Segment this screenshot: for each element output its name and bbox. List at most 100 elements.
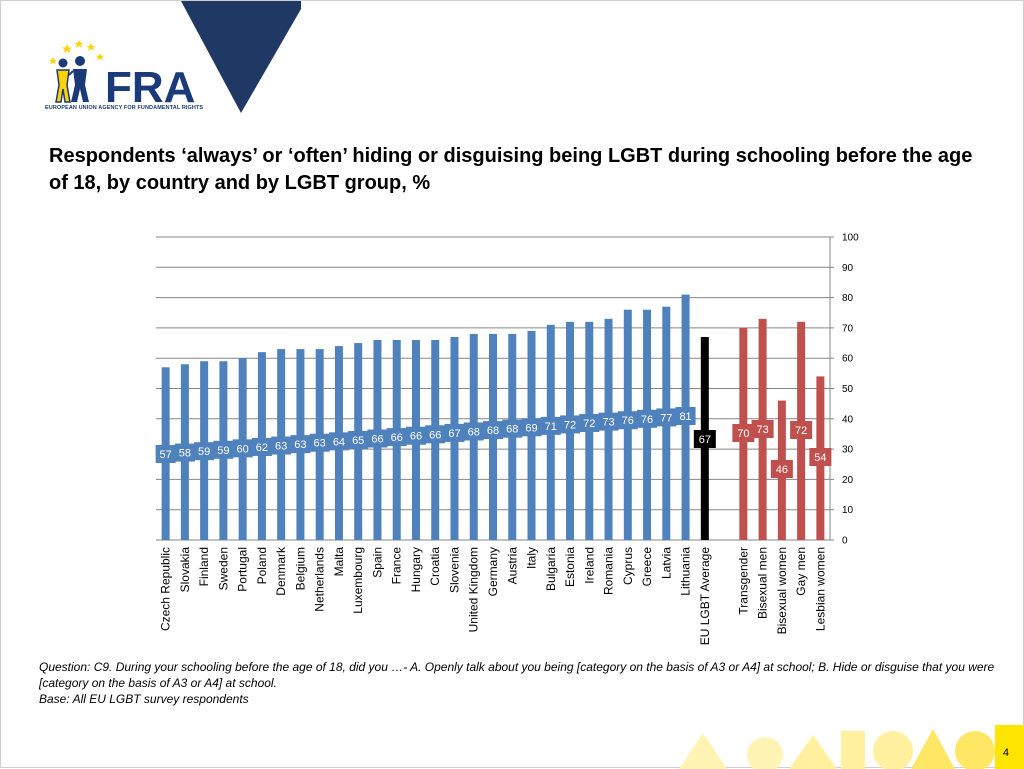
data-label: 72 xyxy=(795,425,807,437)
x-tick-label: Malta xyxy=(332,547,346,577)
data-label-box xyxy=(502,419,523,438)
data-label-box xyxy=(232,439,253,458)
data-label-box xyxy=(213,440,234,459)
x-tick-label: Bisexual women xyxy=(775,547,789,634)
y-tick-label: 60 xyxy=(842,354,854,365)
y-tick-label: 20 xyxy=(842,475,854,486)
data-label: 63 xyxy=(275,441,287,453)
data-label: 62 xyxy=(256,442,268,454)
data-label-box xyxy=(328,432,349,451)
figures-icon xyxy=(55,56,89,103)
data-label-box xyxy=(790,421,813,439)
header-navy-band xyxy=(181,1,301,113)
data-label: 73 xyxy=(756,424,768,436)
y-tick-label: 80 xyxy=(842,293,854,304)
x-tick-label: Hungary xyxy=(409,547,423,592)
data-label-box xyxy=(540,416,561,435)
x-tick-label: Greece xyxy=(640,547,654,587)
x-tick-label: Luxembourg xyxy=(351,547,365,614)
data-label: 71 xyxy=(545,421,557,433)
data-label: 66 xyxy=(429,429,441,441)
data-label: 70 xyxy=(737,428,749,440)
data-label: 77 xyxy=(660,412,672,424)
data-label-box xyxy=(598,412,619,431)
data-label-box xyxy=(521,418,542,437)
x-tick-label: Slovenia xyxy=(447,547,461,593)
y-tick-label: 0 xyxy=(842,536,848,547)
data-label: 54 xyxy=(814,452,826,464)
y-tick-label: 50 xyxy=(842,384,854,395)
x-tick-label: Romania xyxy=(602,547,616,595)
data-label-box xyxy=(579,414,600,433)
data-label: 63 xyxy=(294,439,306,451)
x-tick-label: Gay men xyxy=(794,547,808,596)
data-label: 63 xyxy=(314,438,326,450)
data-label: 66 xyxy=(391,432,403,444)
data-label: 64 xyxy=(333,436,345,448)
data-label: 66 xyxy=(371,434,383,446)
x-tick-label: Estonia xyxy=(563,547,577,587)
data-label: 69 xyxy=(525,422,537,434)
x-tick-label: Austria xyxy=(505,547,519,585)
data-label-box xyxy=(770,460,793,478)
x-tick-label: Slovakia xyxy=(178,547,192,593)
fra-logo: FRA xyxy=(48,1,301,113)
page-number-tab xyxy=(995,725,1024,769)
x-tick-label: Germany xyxy=(486,547,500,596)
data-label-box xyxy=(386,428,407,447)
data-label: 59 xyxy=(198,446,210,458)
data-label-box xyxy=(444,423,465,442)
data-label: 66 xyxy=(410,431,422,443)
data-label-box xyxy=(155,445,176,463)
y-tick-label: 90 xyxy=(842,263,854,274)
data-label: 76 xyxy=(641,414,653,426)
data-label-box xyxy=(251,437,272,456)
x-tick-label: Transgender xyxy=(736,547,750,615)
x-tick-label: Belgium xyxy=(293,547,307,590)
x-tick-label: Bisexual men xyxy=(756,547,770,619)
logo-subtitle: EUROPEAN UNION AGENCY FOR FUNDAMENTAL RI… xyxy=(45,105,204,111)
x-tick-label: Spain xyxy=(370,547,384,578)
y-tick-label: 70 xyxy=(842,323,854,334)
x-tick-label: Cyprus xyxy=(621,547,635,585)
logo-wordmark: FRA xyxy=(105,63,195,112)
data-label-box xyxy=(348,430,369,449)
data-label: 68 xyxy=(468,426,480,438)
data-label-box xyxy=(463,422,484,441)
data-label: 65 xyxy=(352,435,364,447)
data-label: 68 xyxy=(487,425,499,437)
data-label: 72 xyxy=(583,418,595,430)
data-label: 58 xyxy=(179,448,191,460)
x-tick-label: Poland xyxy=(255,547,269,584)
data-label-box xyxy=(290,435,311,454)
chart-title: Respondents ‘always’ or ‘often’ hiding o… xyxy=(49,145,973,194)
data-label-box xyxy=(560,415,581,434)
x-tick-label: Italy xyxy=(525,547,539,569)
data-label-box xyxy=(174,443,195,462)
x-tick-label: Portugal xyxy=(236,547,250,592)
data-label-box xyxy=(656,408,677,427)
data-label-box xyxy=(483,421,503,440)
data-label: 59 xyxy=(217,445,229,457)
data-label-box xyxy=(617,411,638,430)
y-tick-label: 10 xyxy=(842,505,854,516)
x-tick-label: Croatia xyxy=(428,547,442,586)
x-tick-label: Lesbian women xyxy=(813,547,827,631)
footnote-base: Base: All EU LGBT survey respondents xyxy=(39,692,249,706)
y-tick-label: 30 xyxy=(842,445,854,456)
y-tick-label: 100 xyxy=(842,233,859,244)
data-label-box xyxy=(271,436,292,455)
data-label: 46 xyxy=(776,464,788,476)
data-label-box xyxy=(309,433,330,452)
x-tick-label: EU LGBT Average xyxy=(698,547,712,646)
x-tick-label: Ireland xyxy=(582,547,596,584)
data-label-box xyxy=(675,407,696,425)
x-tick-label: Czech Republic xyxy=(159,547,173,631)
x-tick-label: Denmark xyxy=(274,546,288,596)
x-tick-label: Bulgaria xyxy=(544,547,558,591)
x-tick-label: Lithuania xyxy=(679,547,693,596)
data-label-box xyxy=(367,429,388,448)
data-label: 57 xyxy=(160,449,172,461)
